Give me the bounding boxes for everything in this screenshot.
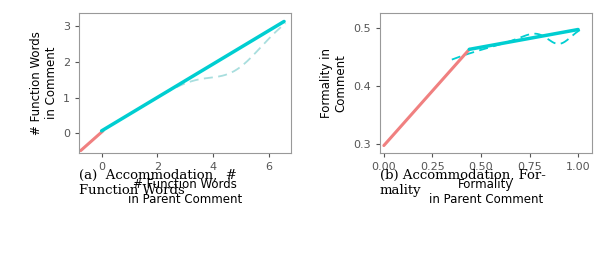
X-axis label: Formality
in Parent Comment: Formality in Parent Comment <box>429 178 543 206</box>
X-axis label: # Function Words
in Parent Comment: # Function Words in Parent Comment <box>128 178 242 206</box>
Y-axis label: Formality in
Comment: Formality in Comment <box>320 48 348 118</box>
Text: (b) Accommodation, For-
mality: (b) Accommodation, For- mality <box>380 169 546 197</box>
Text: (a)  Accommodation,  #
Function Words: (a) Accommodation, # Function Words <box>79 169 237 197</box>
Y-axis label: # Function Words
in Comment: # Function Words in Comment <box>30 31 57 135</box>
